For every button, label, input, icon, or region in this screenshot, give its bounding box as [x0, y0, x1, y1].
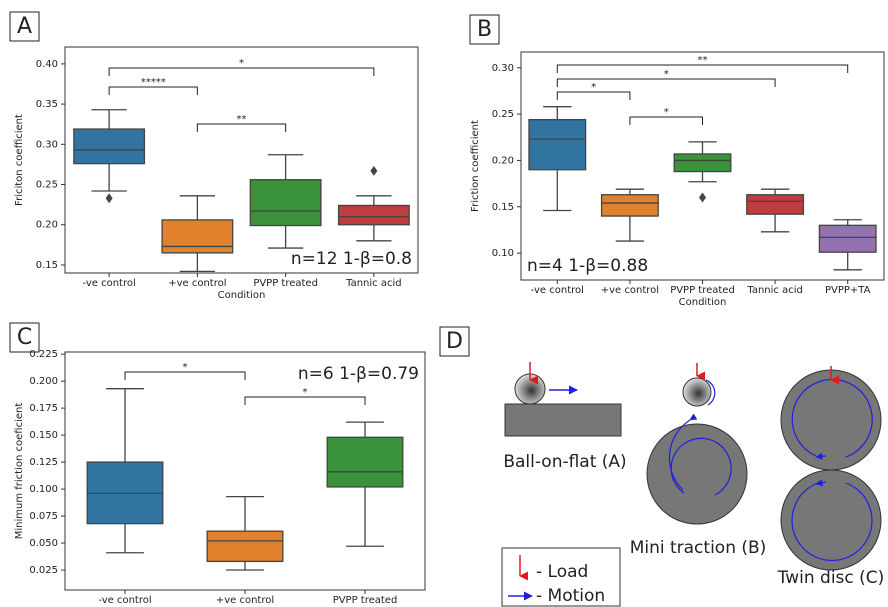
y-tick-label: 0.175	[29, 403, 58, 414]
annotation: n=6 1-β=0.79	[298, 364, 419, 384]
significance-bracket	[557, 92, 630, 100]
panel-letter: A	[17, 14, 32, 39]
significance-label: *	[239, 58, 244, 69]
x-tick-label: -ve control	[531, 285, 584, 296]
significance-bracket	[109, 68, 374, 76]
x-tick-label: -ve control	[98, 595, 151, 606]
panel-letter: D	[446, 329, 463, 354]
box	[162, 220, 233, 253]
significance-bracket	[125, 372, 245, 380]
y-tick-label: 0.30	[36, 139, 58, 150]
significance-bracket	[109, 87, 197, 95]
y-tick-label: 0.30	[492, 63, 514, 74]
y-tick-label: 0.20	[36, 220, 58, 231]
x-tick-label: +ve control	[216, 595, 274, 606]
box	[207, 531, 283, 561]
x-tick-label: PVPP treated	[670, 285, 735, 296]
y-tick-label: 0.35	[36, 99, 58, 110]
x-tick-label: +ve control	[601, 285, 659, 296]
x-axis-label: Condition	[218, 290, 266, 301]
box	[674, 154, 731, 172]
item-label: Mini traction (B)	[630, 538, 767, 558]
x-tick-label: PVPP treated	[333, 595, 398, 606]
box	[529, 120, 586, 170]
y-tick-label: 0.125	[29, 457, 58, 468]
significance-label: *	[591, 82, 596, 93]
y-tick-label: 0.200	[29, 376, 58, 387]
box	[327, 437, 403, 487]
y-tick-label: 0.25	[492, 109, 514, 120]
flat	[505, 404, 621, 436]
x-axis-label: Condition	[679, 297, 727, 308]
significance-label: **	[237, 114, 247, 125]
x-tick-label: +ve control	[168, 278, 226, 289]
significance-label: *****	[141, 77, 166, 88]
panel-d: D Ball-on-flat (A) Mini traction (B) Twi…	[440, 327, 884, 606]
box	[602, 195, 659, 216]
significance-bracket	[630, 117, 703, 125]
box	[250, 180, 321, 226]
legend-label: - Load	[536, 562, 588, 582]
outlier	[106, 193, 113, 203]
disc	[781, 370, 881, 470]
x-tick-label: Tannic acid	[746, 285, 802, 296]
significance-label: *	[664, 69, 669, 80]
y-axis-label: Minimum friction coeficient	[14, 403, 25, 540]
y-tick-label: 0.40	[36, 59, 58, 70]
annotation: n=4 1-β=0.88	[527, 256, 648, 276]
y-tick-label: 0.10	[492, 248, 514, 259]
item-label: Ball-on-flat (A)	[503, 452, 626, 472]
significance-bracket	[197, 124, 285, 132]
y-tick-label: 0.050	[29, 538, 58, 549]
outlier	[370, 166, 377, 176]
annotation: n=12 1-β=0.8	[291, 249, 412, 269]
y-tick-label: 0.15	[36, 260, 58, 271]
figure: D Ball-on-flat (A) Mini traction (B) Twi…	[0, 0, 888, 607]
y-tick-label: 0.025	[29, 565, 58, 576]
significance-label: *	[183, 362, 188, 373]
ball	[683, 378, 711, 406]
x-tick-label: -ve control	[82, 278, 135, 289]
y-tick-label: 0.15	[492, 202, 514, 213]
y-tick-label: 0.20	[492, 155, 514, 166]
panel-letter: B	[477, 17, 492, 42]
significance-label: *	[303, 387, 308, 398]
box	[747, 195, 804, 214]
box	[819, 225, 876, 252]
outlier	[699, 193, 706, 203]
panel-letter: C	[17, 325, 32, 350]
y-axis-label: Friciton coefficient	[14, 114, 25, 206]
significance-bracket	[557, 65, 847, 73]
box	[74, 129, 145, 164]
y-tick-label: 0.225	[29, 349, 58, 360]
x-tick-label: PVPP treated	[253, 278, 318, 289]
significance-label: **	[698, 55, 708, 66]
disc	[781, 470, 881, 570]
y-tick-label: 0.075	[29, 511, 58, 522]
legend-label: - Motion	[536, 586, 605, 606]
significance-bracket	[557, 79, 775, 87]
y-tick-label: 0.150	[29, 430, 58, 441]
x-tick-label: PVPP+TA	[825, 285, 871, 296]
box	[339, 205, 410, 224]
item-label: Twin disc (C)	[777, 568, 885, 588]
y-tick-label: 0.25	[36, 180, 58, 191]
y-axis-label: Friction coefficient	[470, 120, 481, 212]
significance-bracket	[245, 397, 365, 405]
significance-label: *	[664, 107, 669, 118]
x-tick-label: Tannic acid	[345, 278, 401, 289]
y-tick-label: 0.100	[29, 484, 58, 495]
